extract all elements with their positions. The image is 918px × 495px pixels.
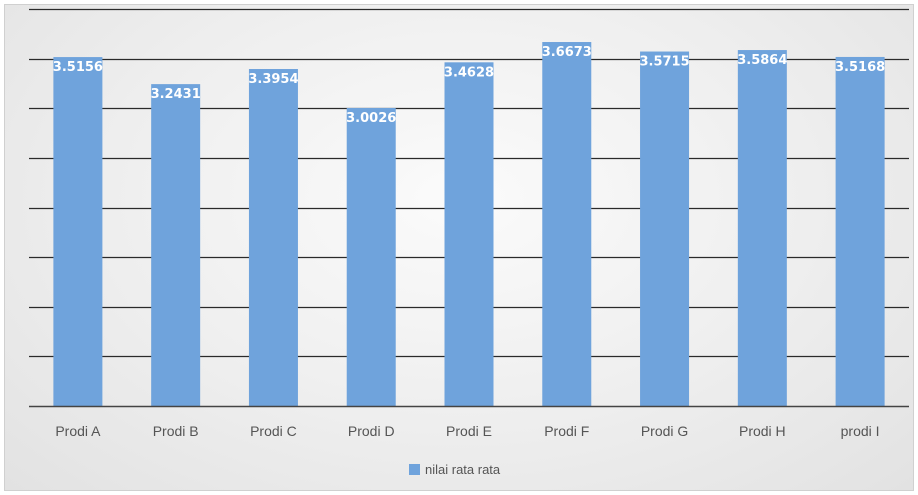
data-label: 3.0026 <box>346 111 396 126</box>
data-label: 3.5156 <box>53 60 103 75</box>
bars <box>53 42 885 407</box>
data-label: 3.6673 <box>542 45 592 60</box>
legend: nilai rata rata <box>409 458 500 480</box>
bar <box>835 56 885 406</box>
bar <box>53 57 103 407</box>
x-tick-label: Prodi E <box>446 423 492 439</box>
chart-area: Prodi A Prodi B Prodi C Prodi D Prodi E Prodi… <box>4 4 914 491</box>
bar <box>640 51 690 406</box>
data-label: 3.5168 <box>835 60 885 75</box>
data-label: 3.5864 <box>737 53 787 68</box>
x-axis: Prodi A Prodi B Prodi C Prodi D Prodi E Prodi… <box>29 405 909 439</box>
x-tick-label: Prodi C <box>250 423 297 439</box>
data-labels: 3.5156 3.2431 3.3954 3.0026 3.4628 3.6673 3.57… <box>53 45 885 126</box>
data-label: 3.2431 <box>151 87 201 102</box>
bar <box>444 62 494 406</box>
bar <box>737 50 787 406</box>
x-tick-label: Prodi D <box>348 423 395 439</box>
x-tick-label: prodi I <box>841 423 880 439</box>
x-tick-label: Prodi G <box>641 423 688 439</box>
bar <box>346 107 396 407</box>
bar <box>248 69 298 406</box>
legend-swatch <box>409 463 420 475</box>
bar-chart: Prodi A Prodi B Prodi C Prodi D Prodi E Prodi… <box>29 8 909 439</box>
x-tick-label: Prodi A <box>55 423 101 439</box>
x-tick-label: Prodi F <box>544 423 589 439</box>
data-label: 3.5715 <box>639 55 689 70</box>
bar <box>151 84 201 407</box>
legend-label: nilai rata rata <box>425 461 501 477</box>
data-label: 3.3954 <box>248 72 298 87</box>
bar <box>542 42 592 406</box>
x-tick-label: Prodi H <box>739 423 786 439</box>
data-label: 3.4628 <box>444 65 494 80</box>
x-tick-label: Prodi B <box>153 423 199 439</box>
